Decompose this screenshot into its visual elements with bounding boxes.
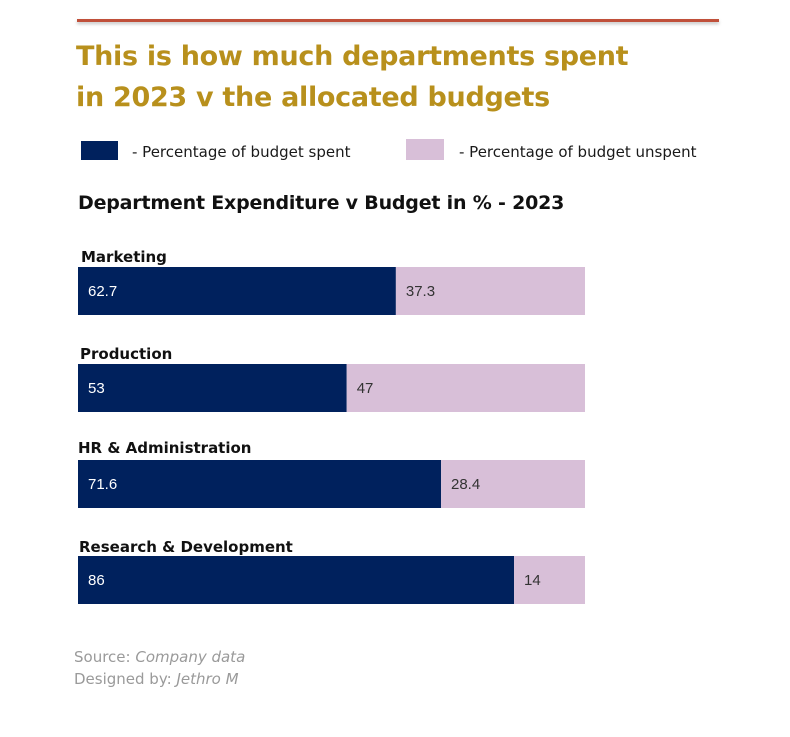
bar-spent-hr-and-administration: [78, 460, 442, 508]
source-prefix: Source:: [74, 648, 136, 666]
designer-prefix: Designed by:: [74, 670, 177, 688]
category-label-research-and-development: Research & Development: [79, 538, 293, 556]
data-label-unspent-research-and-development: 14: [524, 572, 541, 589]
bar-unspent-research-and-development: [514, 556, 585, 604]
bar-unspent-production: [346, 364, 585, 412]
bar-spent-marketing: [78, 267, 396, 315]
bar-unspent-hr-and-administration: [441, 460, 585, 508]
top-accent-rule: [77, 19, 719, 22]
data-label-unspent-marketing: 37.3: [406, 283, 435, 300]
category-label-hr-and-administration: HR & Administration: [78, 439, 251, 457]
data-label-spent-marketing: 62.7: [88, 283, 117, 300]
source-line: Source: Company data: [74, 648, 245, 666]
data-label-spent-production: 53: [88, 380, 105, 397]
legend-unspent-label: - Percentage of budget unspent: [459, 143, 697, 161]
category-label-marketing: Marketing: [81, 248, 167, 266]
data-label-unspent-production: 47: [357, 380, 374, 397]
bar-spent-production: [78, 364, 347, 412]
category-label-production: Production: [80, 345, 172, 363]
legend-spent-label: - Percentage of budget spent: [132, 143, 351, 161]
legend-spent-swatch: [81, 141, 118, 160]
source-value: Company data: [135, 648, 246, 666]
chart-title: Department Expenditure v Budget in % - 2…: [78, 192, 565, 214]
headline: This is how much departments spent in 20…: [76, 41, 629, 113]
designer-value: Jethro M: [176, 670, 239, 688]
designer-line: Designed by: Jethro M: [74, 670, 239, 688]
legend-unspent-swatch: [406, 139, 444, 160]
bar-spent-research-and-development: [78, 556, 515, 604]
data-label-spent-research-and-development: 86: [88, 572, 105, 589]
data-label-unspent-hr-and-administration: 28.4: [451, 476, 480, 493]
bar-unspent-marketing: [395, 267, 585, 315]
data-label-spent-hr-and-administration: 71.6: [88, 476, 117, 493]
